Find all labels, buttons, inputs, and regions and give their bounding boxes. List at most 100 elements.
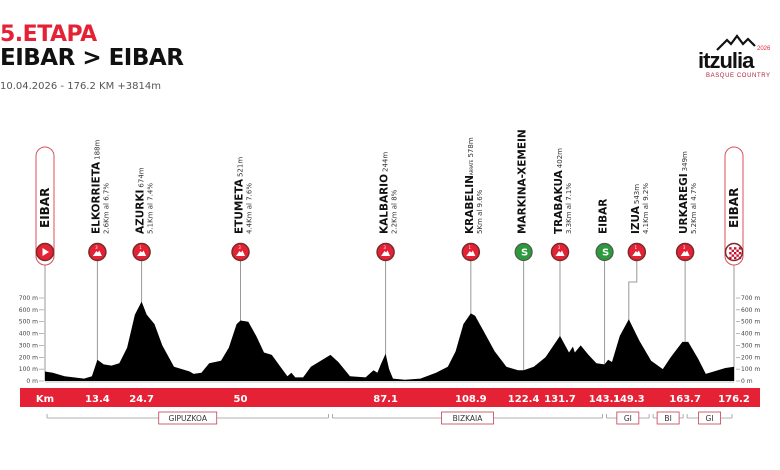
region-label: GIPUZKOA xyxy=(169,414,208,423)
marker-detail: 2.6Km al 6.7% xyxy=(102,183,110,234)
marker-name: AZURKI xyxy=(135,190,147,234)
marker-finish: EIBAR xyxy=(724,146,744,381)
marker-climb: 3 URKAREGI 349m 5.2Km al 4.7% xyxy=(675,151,698,381)
y-tick-label-right: 700 m xyxy=(741,295,760,302)
stage-title: 5.ETAPA xyxy=(0,22,97,47)
mountain-icon xyxy=(381,250,391,256)
category-label: 1 xyxy=(139,245,142,250)
checker-square xyxy=(734,256,737,260)
km-label: 176.2 xyxy=(718,394,750,405)
checker-square xyxy=(734,252,737,255)
sprint-icon-glyph: S xyxy=(602,248,609,259)
marker-name: MARKINA-XEMEIN xyxy=(517,129,529,234)
y-tick-label-right: 600 m xyxy=(741,307,760,314)
marker-label: EIBAR xyxy=(598,199,610,234)
region-bizkaia: BIZKAIA xyxy=(332,411,603,425)
y-axis-right: 0 m 100 m 200 m 300 m 400 m 500 m 600 m 700 m xyxy=(736,295,760,385)
route-title: EIBAR > EIBAR xyxy=(0,45,184,71)
mountain-icon xyxy=(555,250,565,256)
region-label: BIZKAIA xyxy=(453,414,484,423)
finish-name: EIBAR xyxy=(727,188,741,228)
category-label: 3 xyxy=(95,245,98,250)
start-name: EIBAR xyxy=(38,188,52,228)
checker-square xyxy=(738,256,742,260)
km-label: 24.7 xyxy=(129,394,154,405)
region-gi: GI xyxy=(686,411,733,425)
marker-detail: 3.3Km al 7.1% xyxy=(565,183,573,234)
y-tick-label-right: 200 m xyxy=(741,354,760,361)
region-bi: BI xyxy=(652,411,684,425)
marker-name: URKAREGI xyxy=(678,173,690,234)
itzulia-logo: itzulia 2026 BASQUE COUNTRY xyxy=(698,34,771,79)
marker-detail: 4.1Km al 9.2% xyxy=(642,183,650,234)
y-tick-label-right: 0 m xyxy=(741,378,753,385)
y-tick-label-right: 500 m xyxy=(741,319,760,326)
km-bar: Km 13.4 24.7 50 87.1 108.9 122.4 131.7 143.1149.… xyxy=(20,381,760,407)
y-tick-label-right: 400 m xyxy=(741,331,760,338)
svg-text:2026: 2026 xyxy=(757,46,771,52)
marker-detail: 5.1Km al 7.4% xyxy=(147,183,155,234)
checker-square xyxy=(731,254,734,257)
y-tick-label-left: 700 m xyxy=(19,295,38,302)
region-gipuzkoa: GIPUZKOA xyxy=(46,411,329,425)
y-tick-label-left: 500 m xyxy=(19,319,38,326)
region-label-box xyxy=(698,411,721,425)
finish-box xyxy=(724,146,744,266)
mountain-icon xyxy=(466,250,476,256)
markers: EIBAR 3 ELKORRIETA 188m 2.6Km al 6.7% 1 AZURKI… xyxy=(35,129,744,381)
y-tick-label-left: 0 m xyxy=(26,378,38,385)
region-label-box xyxy=(616,411,640,425)
sprint-icon-glyph: S xyxy=(521,248,528,259)
marker-name: ELKORRIETA xyxy=(90,161,102,234)
km-label: 131.7 xyxy=(544,394,576,405)
y-tick-label-left: 100 m xyxy=(19,366,38,373)
y-tick-label-left: 600 m xyxy=(19,307,38,314)
marker-name: TRABAKUA xyxy=(553,169,565,234)
checker-square xyxy=(736,254,739,257)
category-label: 3 xyxy=(558,245,561,250)
y-tick-label-right: 300 m xyxy=(741,342,760,349)
marker-altitude: 543m xyxy=(633,184,641,204)
region-label: GI xyxy=(624,414,632,423)
y-tick-label-left: 400 m xyxy=(19,331,38,338)
start-box xyxy=(35,146,55,266)
svg-text:BASQUE COUNTRY: BASQUE COUNTRY xyxy=(706,73,771,79)
category-label: 1 xyxy=(469,245,472,250)
marker-climb: 1 KRABELINARRATE 578m 5Km al 9.6% xyxy=(461,137,484,381)
checker-square xyxy=(736,249,739,252)
category-label: 3 xyxy=(683,245,686,250)
category-label: 3 xyxy=(238,245,241,250)
marker-detail: 5Km al 9.6% xyxy=(476,189,484,234)
checker-square xyxy=(729,256,732,260)
marker-subname: ARRATE xyxy=(469,159,474,175)
km-label: 143.1 xyxy=(589,394,621,405)
marker-label: TRABAKUA402m xyxy=(553,148,565,234)
marker-name: ETUMETA xyxy=(234,178,246,234)
checker-square xyxy=(734,247,737,250)
marker-label: URKAREGI 349m xyxy=(678,151,690,234)
region-label: GI xyxy=(706,414,714,423)
checker-square xyxy=(729,252,732,255)
marker-altitude: 188m xyxy=(93,139,101,159)
marker-detail: 2.2Km al 8% xyxy=(391,189,399,234)
checker-square xyxy=(738,252,742,255)
km-label-unit: Km xyxy=(36,394,54,405)
marker-name: IZUA xyxy=(630,205,642,234)
mountain-icon xyxy=(137,250,147,256)
marker-name: KALBARIO xyxy=(379,174,391,234)
region-label: BI xyxy=(664,414,671,423)
km-label: 163.7 xyxy=(669,394,701,405)
elevation-profile xyxy=(45,301,734,381)
sprint-icon xyxy=(514,242,533,262)
marker-label: AZURKI 674m xyxy=(135,167,147,234)
marker-altitude: 402m xyxy=(556,148,564,168)
region-label-box xyxy=(656,411,680,425)
marker-detail: 5.2Km al 4.7% xyxy=(690,183,698,234)
km-label: 108.9 xyxy=(455,394,487,405)
y-axis-left: 0 m 100 m 200 m 300 m 400 m 500 m 600 m 700 m xyxy=(19,295,44,385)
km-label: 13.4 xyxy=(85,394,110,405)
marker-label: ETUMETA521m xyxy=(234,157,246,234)
y-tick-label-right: 100 m xyxy=(741,366,760,373)
regions: GIPUZKOA BIZKAIA GI BI GI xyxy=(46,411,733,425)
